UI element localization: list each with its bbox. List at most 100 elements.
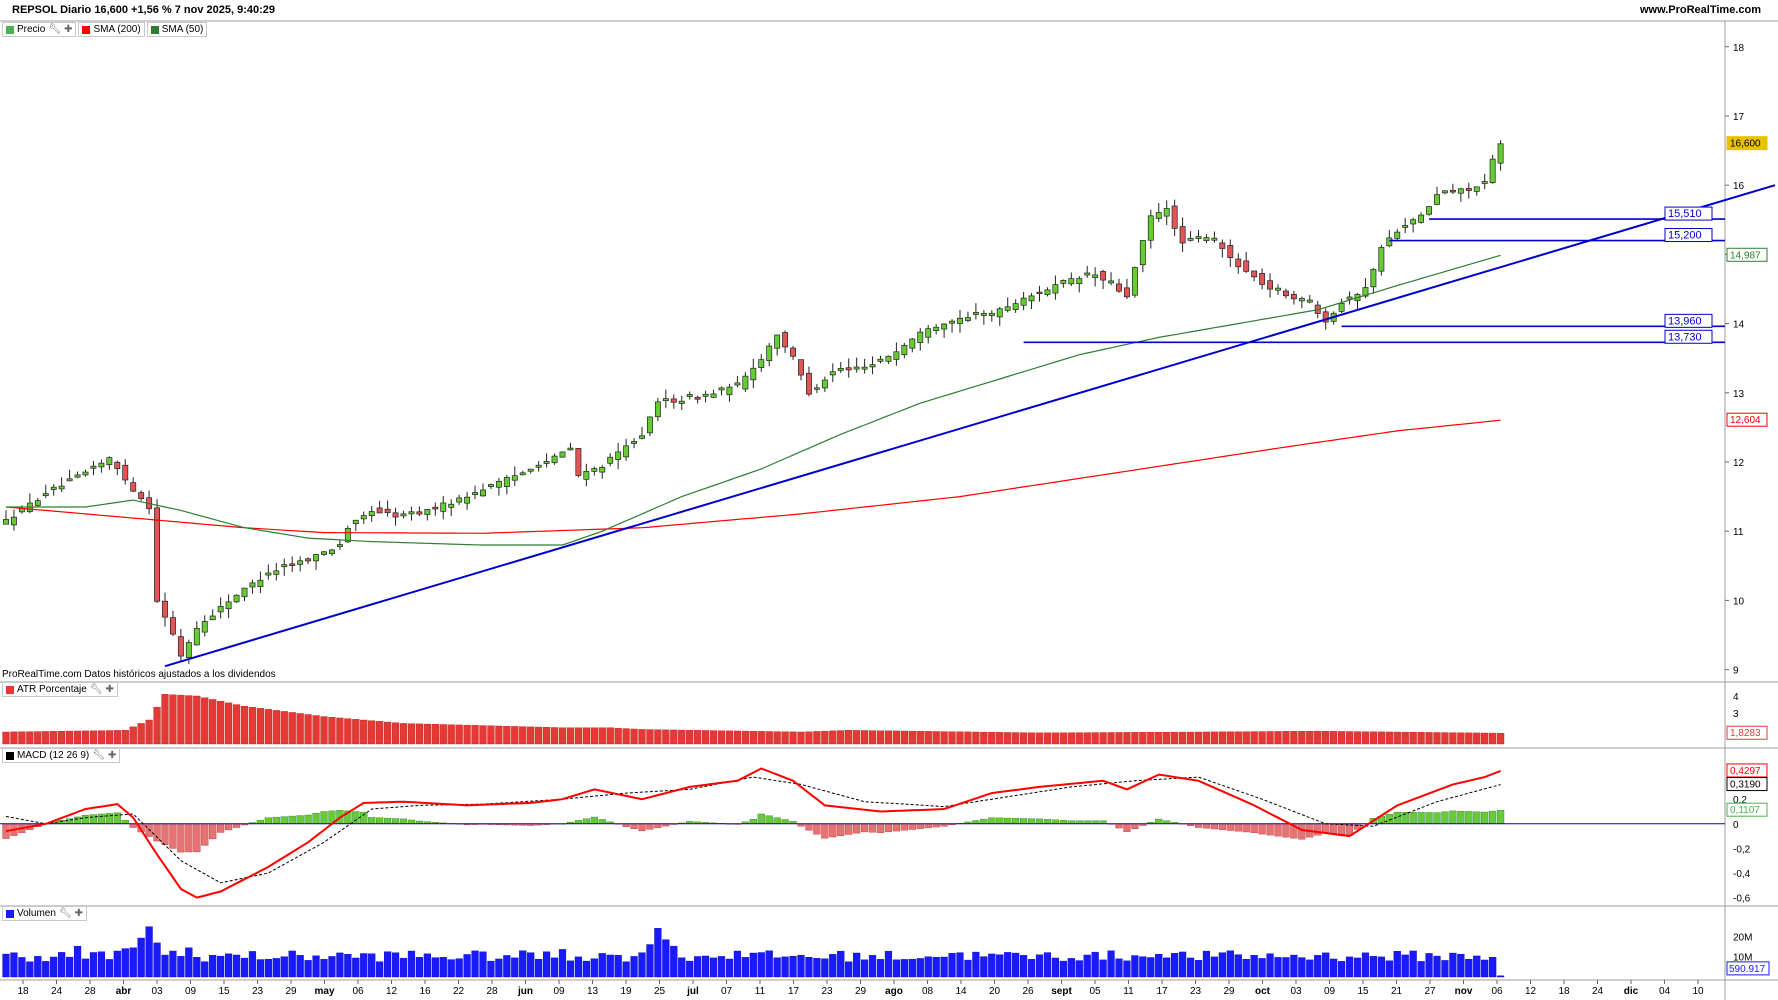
candle [869,356,876,375]
atr-bar [423,723,431,745]
atr-bar [670,729,678,745]
legend-volume[interactable]: Volumen 🔧︎ ✚ [2,906,88,921]
candle [177,628,184,662]
legend-atr[interactable]: ATR Porcentaje 🔧︎ ✚ [2,682,118,697]
volume-bar [280,956,288,978]
volume-bar [805,957,813,978]
volume-bar [972,951,980,978]
volume-tick-label: 10M [1733,953,1752,964]
macd-hist-bar [805,823,813,831]
macd-hist-bar [781,819,789,825]
macd-hist-bar [1242,823,1250,833]
candle [336,539,343,550]
candle [503,475,510,495]
candle [933,324,940,335]
volume-bar [1385,960,1393,978]
atr-bar [1107,732,1115,745]
plus-icon[interactable]: ✚ [107,750,117,761]
volume-bar [1290,954,1298,978]
candle [281,558,288,576]
wrench-icon[interactable]: 🔧︎ [92,750,105,761]
macd-hist-bar [1481,811,1489,825]
volume-bar [741,957,749,978]
atr-bar [18,731,26,745]
macd-hist-bar [384,817,392,825]
macd-signal-line [5,776,1501,884]
wrench-icon[interactable]: 🔧︎ [89,684,103,695]
volume-bar [1361,952,1370,978]
atr-bar [177,694,185,745]
plus-icon[interactable]: ✚ [64,24,73,35]
macd-hist-bar [853,823,861,834]
trendline[interactable] [164,184,1776,668]
macd-hist-bar [765,815,773,825]
macd-hist-bar [1449,810,1457,825]
candle [1473,186,1480,196]
candle [1116,278,1122,293]
volume-bar [1242,958,1250,978]
atr-bar [26,731,34,745]
volume-bar [328,956,336,978]
time-tick-label: 23 [821,986,833,997]
candle [360,511,367,524]
legend-sma200[interactable]: SMA (200) [78,22,145,37]
level-tag-label: 13,960 [1668,315,1702,327]
macd-hist-bar [1202,823,1211,829]
volume-bar [65,956,74,978]
candle [798,359,804,381]
volume-bar [996,954,1004,978]
candle [1434,186,1440,206]
candle [273,562,280,581]
atr-bar [1298,731,1306,745]
legend-macd[interactable]: MACD (12 26 9) 🔧︎ ✚ [2,748,121,763]
candle [535,461,542,472]
atr-bar [1155,732,1163,745]
site-watermark[interactable]: www.ProRealTime.com [1639,4,1761,16]
wrench-icon[interactable]: 🔧︎ [48,24,62,35]
atr-bar [1337,731,1346,745]
atr-bar [1051,732,1060,745]
level-tag-label: 15,200 [1668,230,1702,242]
candle [193,621,200,646]
price-tick-label: 17 [1733,112,1745,123]
volume-bar [1012,952,1020,978]
candle [58,477,65,493]
volume-bar [757,952,765,978]
volume-bar [940,956,948,978]
atr-bar [988,732,996,745]
candle [734,375,741,388]
atr-bar [368,720,376,745]
volume-bar [527,952,535,978]
macd-hist-bar [1441,811,1449,825]
plus-icon[interactable]: ✚ [74,908,84,919]
plus-icon[interactable]: ✚ [105,684,114,695]
atr-bar [908,730,916,745]
macd-hist-bar [1210,823,1219,830]
candle [639,426,645,440]
candle [1449,183,1456,195]
volume-bar [638,952,646,978]
atr-bar [105,730,113,745]
volume-value-tag [1726,961,1770,976]
volume-bar [1322,952,1330,978]
atr-bar [1210,731,1219,745]
macd-hist-bar [1337,823,1346,835]
wrench-icon[interactable]: 🔧︎ [58,908,72,919]
volume-bar [598,953,606,978]
atr-bar [81,730,90,745]
atr-bar [439,724,447,745]
volume-bar [1131,955,1139,978]
time-tick-label: jun [517,986,533,997]
atr-bar [558,727,567,745]
legend-price[interactable]: Precio 🔧︎ ✚ [2,22,77,37]
volume-bar [582,960,590,978]
level-tag-label: 15,510 [1668,208,1702,220]
volume-bar [543,951,551,978]
macd-hist-bar [368,817,376,825]
volume-bar [1330,958,1338,978]
atr-bar [248,707,257,745]
atr-value-label: 1,8283 [1730,728,1761,739]
legend-sma50[interactable]: SMA (50) [146,22,208,37]
macd-hist-bar [1322,823,1330,834]
candle [74,471,81,479]
